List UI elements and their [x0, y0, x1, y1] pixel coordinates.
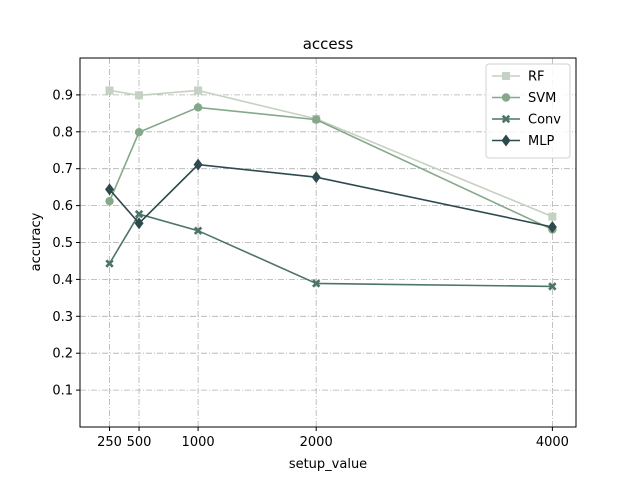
y-tick-label: 0.6	[52, 199, 73, 214]
data-point-mlp	[105, 183, 115, 196]
y-tick-label: 0.3	[52, 310, 73, 325]
data-point-conv	[548, 282, 557, 291]
y-tick-label: 0.2	[52, 347, 73, 362]
data-point-conv	[311, 279, 321, 288]
series-lines	[105, 86, 557, 291]
data-point-rf	[105, 86, 114, 95]
x-axis-title: setup_value	[289, 457, 367, 472]
y-tick-label: 0.5	[52, 236, 73, 251]
legend-marker-rf	[502, 72, 510, 80]
data-point-conv	[105, 259, 114, 268]
data-point-svm	[105, 196, 114, 206]
legend-label-mlp: MLP	[528, 134, 554, 149]
x-tick-label: 1000	[182, 435, 215, 450]
legend-item-conv: Conv	[492, 113, 561, 128]
legend: RF SVM Conv MLP	[485, 63, 571, 159]
data-point-mlp	[193, 158, 203, 171]
legend-item-svm: SVM	[492, 91, 556, 106]
y-tick-label: 0.8	[52, 125, 73, 140]
legend-label-conv: Conv	[528, 113, 561, 128]
legend-marker-svm	[501, 93, 511, 102]
legend-item-rf: RF	[492, 70, 545, 85]
data-point-rf	[548, 212, 557, 221]
legend-box	[485, 63, 571, 159]
data-point-mlp	[547, 221, 557, 234]
y-axis-title: accuracy	[29, 212, 44, 271]
legend-item-mlp: MLP	[492, 134, 554, 149]
x-tick-label: 500	[127, 435, 152, 450]
series-mlp	[105, 158, 557, 234]
legend-marker-conv	[501, 114, 511, 124]
x-tick-label: 4000	[536, 435, 569, 450]
data-point-mlp	[134, 217, 144, 230]
data-point-conv	[134, 209, 144, 219]
data-point-svm	[134, 127, 144, 137]
data-point-rf	[194, 86, 203, 95]
data-point-svm	[193, 103, 203, 112]
data-point-rf	[135, 91, 144, 100]
data-point-svm	[311, 115, 321, 124]
y-tick-label: 0.9	[52, 88, 73, 103]
series-conv	[105, 209, 557, 291]
y-tick-label: 0.7	[52, 162, 73, 177]
data-point-mlp	[311, 171, 321, 184]
data-point-conv	[193, 226, 203, 235]
y-tick-label: 0.4	[52, 273, 73, 288]
y-tick-label: 0.1	[52, 384, 73, 399]
legend-marker-mlp	[501, 134, 511, 147]
x-tick-label: 2000	[300, 435, 333, 450]
legend-label-svm: SVM	[528, 91, 556, 106]
axis-ticks: 250 500 1000 2000 4000 0.1 0.2 0.3 0.4 0.5 0.6 0.7 0…	[52, 88, 569, 450]
x-tick-label: 250	[97, 435, 122, 450]
chart-title: access	[303, 35, 354, 53]
grid-lines	[80, 58, 576, 427]
legend-label-rf: RF	[528, 70, 545, 85]
